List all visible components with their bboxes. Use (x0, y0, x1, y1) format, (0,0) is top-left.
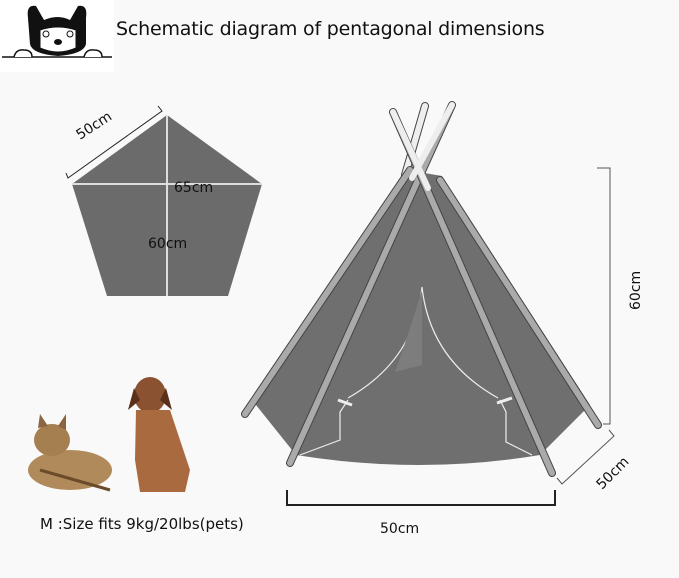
pentagon-width-label: 65cm (174, 180, 213, 196)
tent-poles (241, 101, 602, 477)
tent-height-label: 60cm (628, 271, 644, 310)
pet-size-caption: M :Size fits 9kg/20lbs(pets) (40, 515, 244, 533)
pentagon-side-label: 50cm (73, 109, 115, 144)
tent-width-label: 50cm (380, 521, 419, 537)
tent-diagram: 60cm 50cm 50cm (241, 101, 644, 537)
cat-photo (28, 414, 112, 492)
pentagon-diagram: 50cm 65cm 60cm (65, 105, 262, 296)
diagram-title: Schematic diagram of pentagonal dimensio… (116, 18, 545, 40)
dog-photo (128, 377, 190, 492)
bulldog-logo-icon (0, 0, 114, 72)
pet-photos (28, 377, 190, 492)
pentagon-height-label: 60cm (148, 236, 187, 252)
tent-depth-label: 50cm (594, 454, 633, 493)
